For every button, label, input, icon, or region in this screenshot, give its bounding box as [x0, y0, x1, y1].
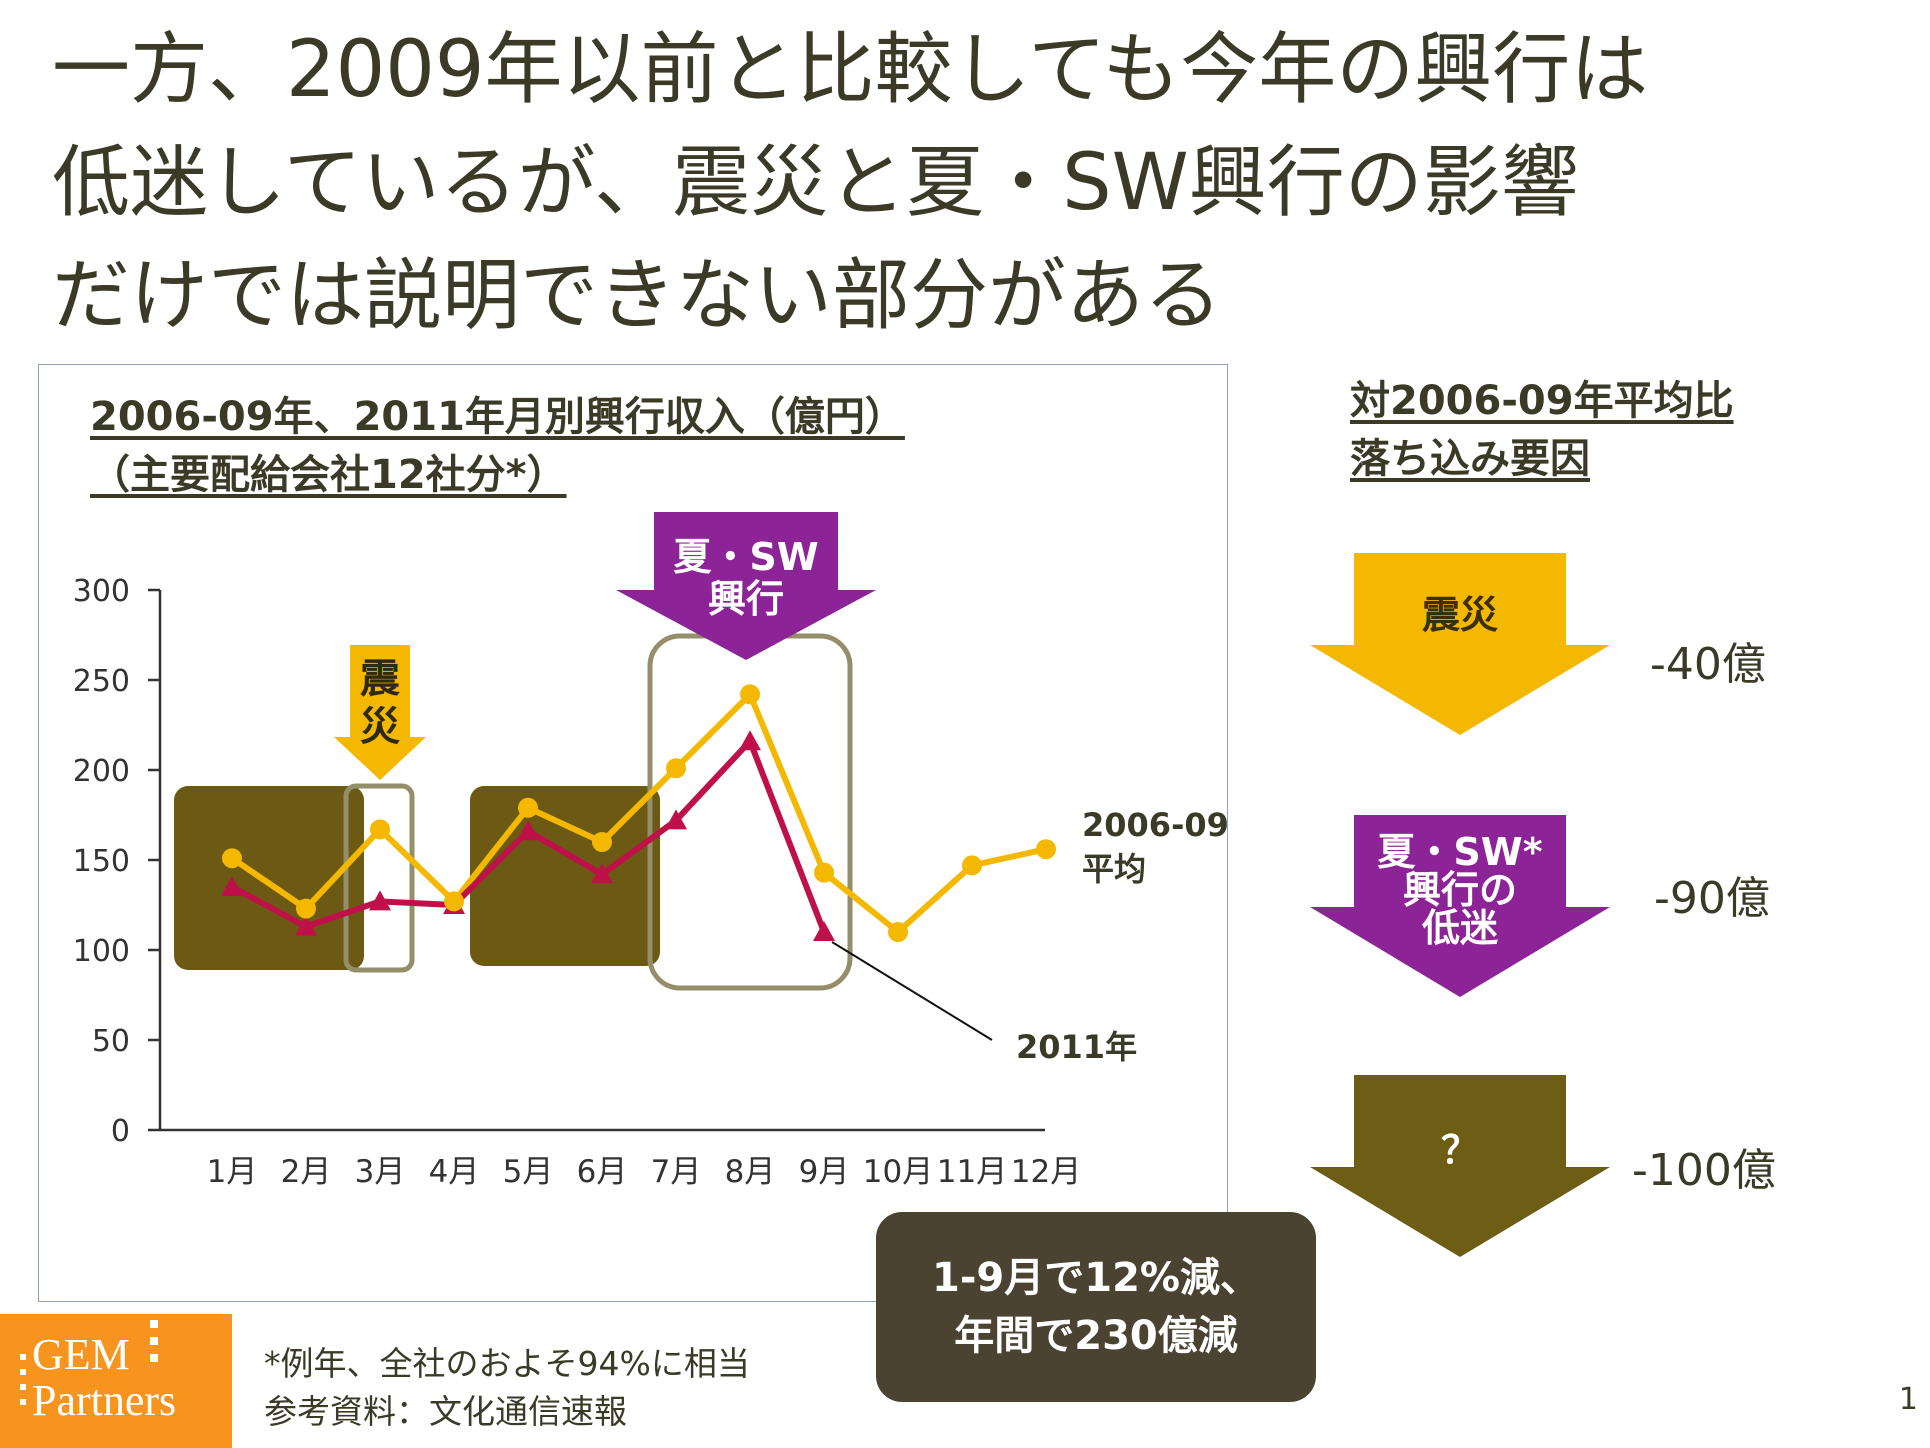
series-marker-2011 [665, 809, 687, 830]
x-tick-label: 8月 [725, 1154, 776, 1190]
series-label-2011: 2011年 [1016, 1028, 1137, 1066]
factor-arrow: ？ [1310, 1075, 1610, 1257]
logo-text: GEM Partners [32, 1332, 176, 1424]
y-tick-label: 0 [111, 1114, 130, 1149]
factor-label: 夏・SW* [1377, 830, 1542, 874]
footnote-line: 参考資料：文化通信速報 [264, 1392, 627, 1431]
annotation-arrow-summer: 夏・SW興行 [616, 512, 876, 660]
series-marker-2011 [295, 915, 317, 936]
x-tick-label: 2月 [281, 1154, 332, 1190]
series-marker-avg [814, 862, 834, 883]
factor-panel-title-line: 落ち込み要因 [1350, 436, 1590, 482]
y-tick-label: 300 [73, 574, 130, 609]
x-tick-label: 11月 [937, 1154, 1007, 1190]
x-tick-label: 1月 [207, 1154, 258, 1190]
y-tick-label: 150 [73, 844, 130, 879]
slide-title: 一方、2009年以前と比較しても今年の興行は 低迷しているが、震災と夏・SW興行… [52, 14, 1892, 353]
summary-line: 年間で230億減 [954, 1313, 1238, 1359]
series-marker-2011 [739, 730, 761, 751]
factor-label: 低迷 [1422, 906, 1498, 950]
series-marker-avg [222, 848, 242, 869]
slide-title-line: 一方、2009年以前と比較しても今年の興行は [52, 25, 1649, 115]
annotation-label: 震 [360, 656, 400, 702]
y-tick-label: 200 [73, 754, 130, 789]
annotation-label: 夏・SW [673, 535, 818, 579]
series-label-line: 平均 [1082, 850, 1146, 888]
company-logo: GEM Partners [0, 1314, 232, 1448]
series-marker-2011 [591, 863, 613, 884]
x-tick-label: 7月 [651, 1154, 702, 1190]
factor-label: ？ [1441, 1128, 1479, 1172]
series-label-avg: 2006-09 平均 [1082, 806, 1229, 888]
slide-title-line: 低迷しているが、震災と夏・SW興行の影響 [52, 138, 1579, 228]
slide-title-line: だけでは説明できない部分がある [52, 251, 1223, 341]
y-tick-label: 50 [92, 1024, 130, 1059]
factor-label: 興行の [1403, 868, 1517, 912]
page-number: 1 [1898, 1382, 1918, 1417]
series-marker-2011 [813, 921, 835, 941]
down-arrow-icon [1310, 553, 1610, 735]
down-arrow-icon [334, 645, 426, 780]
y-tick-label: 250 [73, 664, 130, 699]
chart-title-line: 2006-09年、2011年月別興行収入（億円） [90, 394, 905, 440]
series-marker-avg [962, 855, 982, 876]
chart-title: 2006-09年、2011年月別興行収入（億円） （主要配給会社12社分*） [90, 388, 905, 504]
x-tick-label: 4月 [429, 1154, 480, 1190]
annotation-label: 興行 [708, 577, 784, 621]
series-marker-2011 [369, 890, 391, 911]
series-marker-avg [666, 758, 686, 779]
series-marker-2011 [517, 820, 539, 841]
factor-panel-title-line: 対2006-09年平均比 [1350, 378, 1734, 424]
annotation-label: 災 [360, 704, 400, 750]
logo-dots-icon [150, 1320, 158, 1371]
series-marker-avg [592, 832, 612, 852]
series-marker-avg [444, 891, 464, 912]
down-arrow-icon [1310, 1075, 1610, 1257]
factor-label: 震災 [1422, 593, 1498, 637]
down-arrow-icon [1310, 815, 1610, 997]
summary-line: 1-9月で12%減、 [931, 1255, 1260, 1301]
x-tick-label: 6月 [577, 1154, 628, 1190]
y-tick-label: 100 [73, 934, 130, 969]
annotation-box [343, 783, 415, 973]
series-label-line: 2006-09 [1082, 806, 1229, 844]
down-arrow-icon [616, 512, 876, 660]
logo-line: Partners [32, 1376, 177, 1425]
series-line-0 [230, 691, 1047, 935]
factor-amount-summer: -90億 [1654, 873, 1770, 924]
series-marker-avg [1036, 839, 1056, 860]
x-tick-label: 10月 [863, 1154, 933, 1190]
x-tick-label: 9月 [799, 1154, 850, 1190]
series-marker-avg [370, 819, 390, 840]
series-marker-2011 [221, 876, 243, 896]
factor-panel-title: 対2006-09年平均比 落ち込み要因 [1350, 372, 1734, 488]
logo-dots-icon [20, 1354, 26, 1414]
x-tick-label: 5月 [503, 1154, 554, 1190]
x-tick-label: 3月 [355, 1154, 406, 1190]
summary-box: 1-9月で12%減、 年間で230億減 [876, 1212, 1316, 1402]
factor-amount-unknown: -100億 [1632, 1145, 1776, 1196]
x-tick-label: 12月 [1011, 1154, 1081, 1190]
series-marker-avg [296, 898, 316, 919]
annotation-arrow-earthquake: 震災 [334, 645, 426, 780]
series-marker-avg [740, 684, 760, 705]
series-marker-avg [518, 797, 538, 818]
footnote: *例年、全社のおよそ94%に相当 参考資料：文化通信速報 [264, 1340, 750, 1436]
series-marker-avg [888, 922, 908, 942]
factor-arrow: 震災 [1310, 553, 1610, 735]
series-label-leader [831, 941, 993, 1041]
logo-line: GEM [32, 1330, 130, 1379]
factor-amount-earthquake: -40億 [1650, 639, 1766, 690]
chart-title-line: （主要配給会社12社分*） [90, 452, 567, 498]
footnote-line: *例年、全社のおよそ94%に相当 [264, 1344, 750, 1383]
